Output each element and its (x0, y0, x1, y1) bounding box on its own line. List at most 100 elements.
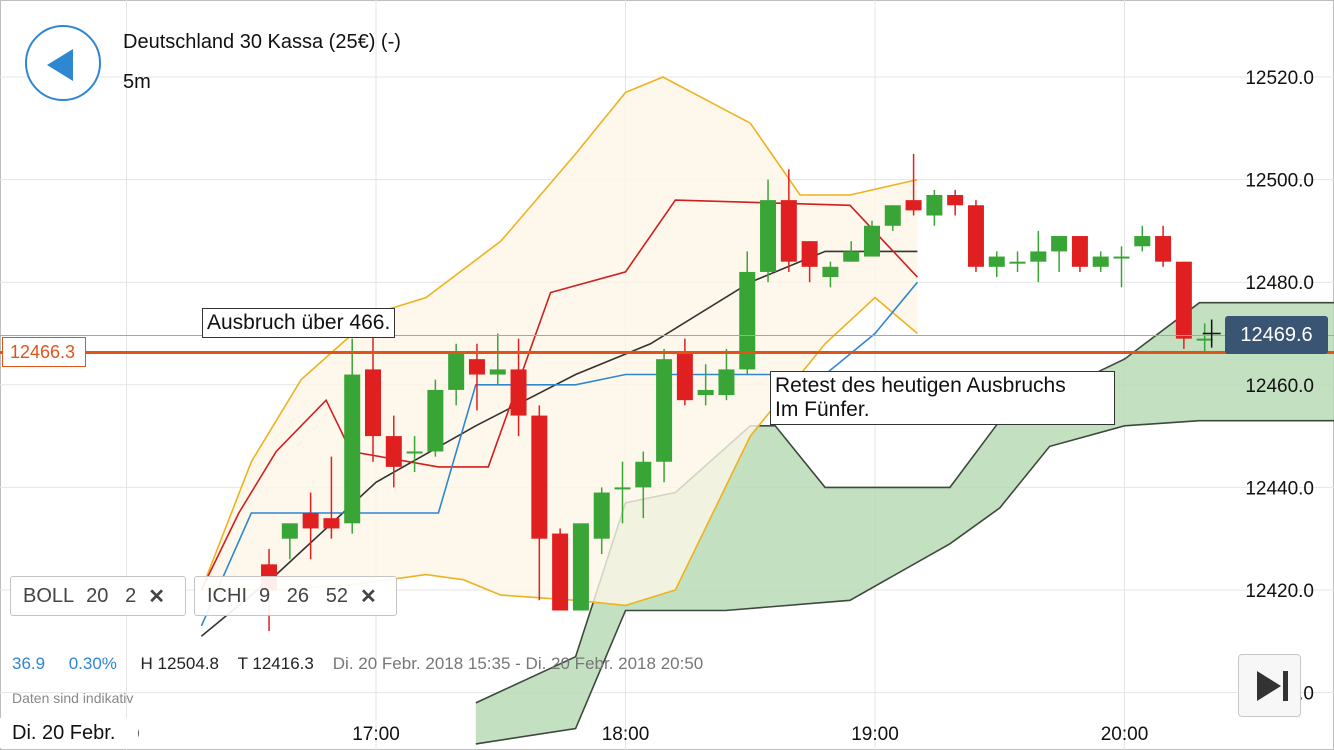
candle-up (988, 251, 1005, 278)
candle-body (344, 374, 361, 524)
candle-down (905, 153, 922, 216)
candle-up (489, 333, 506, 385)
stats-percent: 0.30% (68, 654, 117, 673)
candle-body (302, 513, 319, 529)
candle-down (510, 338, 527, 437)
candle-up (843, 241, 860, 262)
candle-body (385, 436, 402, 467)
bollinger-upper (200, 76, 918, 591)
candle-down (676, 338, 693, 406)
candle-body (1051, 236, 1068, 252)
candle-body (531, 415, 548, 539)
indicator-boll-params: 20 2 (86, 584, 137, 607)
indicator-boll-name: BOLL (23, 584, 75, 607)
candle-body (780, 200, 797, 262)
candle-down (323, 456, 340, 539)
crosshair-cursor (1202, 319, 1221, 348)
candlesticks (261, 153, 1213, 632)
candle-body (1155, 236, 1172, 262)
indicator-ichi[interactable]: ICHI 9 26 52 ✕ (194, 576, 397, 616)
candle-up (1092, 251, 1109, 272)
candle-body (635, 461, 652, 488)
indicator-boll[interactable]: BOLL 20 2 ✕ (10, 576, 186, 616)
indicator-ichi-name: ICHI (207, 584, 247, 607)
candle-up (739, 251, 756, 375)
remove-ichi-icon[interactable]: ✕ (359, 585, 377, 608)
candle-body (822, 266, 839, 278)
candle-body (760, 200, 777, 272)
candle-down (801, 241, 818, 283)
candle-down (385, 415, 402, 488)
candle-down (780, 169, 797, 272)
back-button[interactable] (25, 25, 101, 101)
candle-body (510, 369, 527, 416)
candle-up (1134, 225, 1151, 252)
cloud-area (475, 302, 1334, 744)
moving-average-line (200, 250, 918, 637)
stats-change: 36.9 (12, 654, 46, 673)
back-arrow-icon (47, 49, 73, 81)
candle-down (1071, 236, 1088, 272)
stats-range: Di. 20 Febr. 2018 15:35 - Di. 20 Febr. 2… (332, 654, 704, 673)
x-tick-label: 17:00 (352, 724, 400, 745)
breakout-price-tag: 12466.3 (2, 337, 86, 367)
remove-boll-icon[interactable]: ✕ (148, 585, 165, 608)
candle-body (1009, 261, 1026, 264)
candle-down (531, 405, 548, 601)
candle-body (884, 205, 901, 226)
candle-body (676, 354, 693, 401)
candle-up (884, 205, 901, 231)
candle-up (822, 261, 839, 288)
retest-annotation[interactable]: Retest des heutigen Ausbruchs Im Fünfer. (770, 371, 1115, 425)
candle-body (552, 533, 569, 611)
candle-body (1134, 236, 1151, 247)
candle-body (427, 389, 444, 452)
current-price-tag: 12469.6 (1225, 316, 1328, 354)
candle-body (406, 451, 423, 454)
candle-down (1155, 225, 1172, 267)
candle-body (593, 492, 610, 539)
candle-body (801, 241, 818, 267)
candle-body (926, 194, 943, 216)
retest-annotation-line-1: Retest des heutigen Ausbruchs (775, 374, 1066, 397)
candle-body (1030, 251, 1047, 262)
candle-body (739, 271, 756, 370)
candle-up (344, 338, 361, 534)
y-tick-label: 12480.0 (1245, 273, 1314, 294)
candle-down (552, 528, 569, 611)
candle-body (448, 354, 465, 390)
candle-body (489, 369, 506, 375)
candle-up (760, 179, 777, 283)
candle-down (302, 492, 319, 560)
interval-label[interactable]: 5m (123, 71, 151, 93)
candle-up (718, 348, 735, 401)
candle-body (572, 523, 589, 611)
y-axis-labels: 12520.0 12500.0 12480.0 12460.0 12440.0 12420… (1245, 68, 1314, 705)
y-tick-label: 12520.0 (1245, 68, 1314, 89)
bollinger-fill (201, 77, 918, 606)
candle-up (1196, 323, 1213, 355)
candle-body (947, 194, 964, 206)
candle-body (905, 200, 922, 211)
candle-up (1113, 246, 1130, 288)
candle-up (281, 523, 298, 560)
skip-to-end-button[interactable] (1238, 654, 1301, 717)
stats-low: T 12416.3 (237, 654, 314, 673)
candle-body (1113, 256, 1130, 259)
x-tick-label: 20:00 (1101, 724, 1149, 745)
candle-up (1030, 230, 1047, 283)
y-tick-label: 12500.0 (1245, 171, 1314, 192)
candle-up (593, 487, 610, 555)
candle-body (1092, 256, 1109, 267)
y-tick-label: 12440.0 (1245, 478, 1314, 499)
candle-body (967, 205, 984, 267)
candle-up (697, 364, 714, 406)
candle-up (926, 189, 943, 226)
candle-down (967, 200, 984, 272)
breakout-annotation[interactable]: Ausbruch über 466. (202, 308, 396, 338)
candle-up (1009, 251, 1026, 272)
indicator-ichi-params: 9 26 52 (259, 584, 348, 607)
candle-body (1071, 236, 1088, 267)
